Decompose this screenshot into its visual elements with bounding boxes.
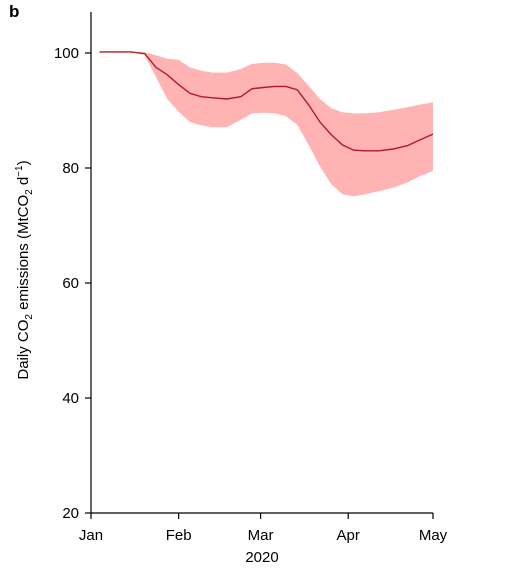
- x-tick-label: Apr: [337, 527, 360, 544]
- x-tick-label: Mar: [248, 527, 274, 544]
- y-tick-label: 20: [62, 505, 79, 522]
- y-axis-title: Daily CO2 emissions (MtCO2 d−1): [14, 160, 35, 379]
- x-axis-title: 2020: [245, 549, 278, 566]
- emissions-line: [99, 51, 434, 152]
- panel-label: b: [9, 2, 20, 21]
- x-tick-label: Jan: [79, 527, 103, 544]
- y-tick-label: 80: [62, 160, 79, 177]
- y-tick-label: 60: [62, 275, 79, 292]
- y-tick-label: 40: [62, 390, 79, 407]
- x-tick-label: May: [419, 527, 448, 544]
- y-tick-label: 100: [54, 45, 79, 62]
- plot-marks: [99, 51, 434, 197]
- ticks: 20 40 60 80 100 Jan Feb Mar Apr May: [54, 45, 448, 544]
- uncertainty-band: [99, 51, 433, 197]
- axes: [90, 12, 433, 514]
- x-tick-label: Feb: [166, 527, 192, 544]
